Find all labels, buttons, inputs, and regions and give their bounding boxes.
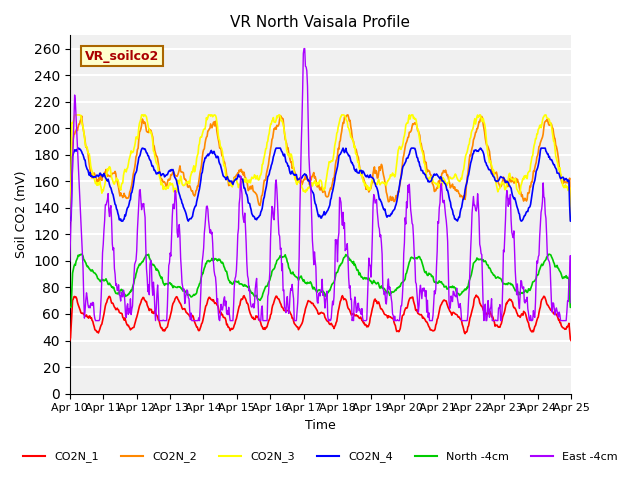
X-axis label: Time: Time <box>305 419 336 432</box>
Title: VR North Vaisala Profile: VR North Vaisala Profile <box>230 15 410 30</box>
Text: VR_soilco2: VR_soilco2 <box>85 49 159 63</box>
Legend: CO2N_1, CO2N_2, CO2N_3, CO2N_4, North -4cm, East -4cm: CO2N_1, CO2N_2, CO2N_3, CO2N_4, North -4… <box>19 447 622 467</box>
Y-axis label: Soil CO2 (mV): Soil CO2 (mV) <box>15 171 28 258</box>
